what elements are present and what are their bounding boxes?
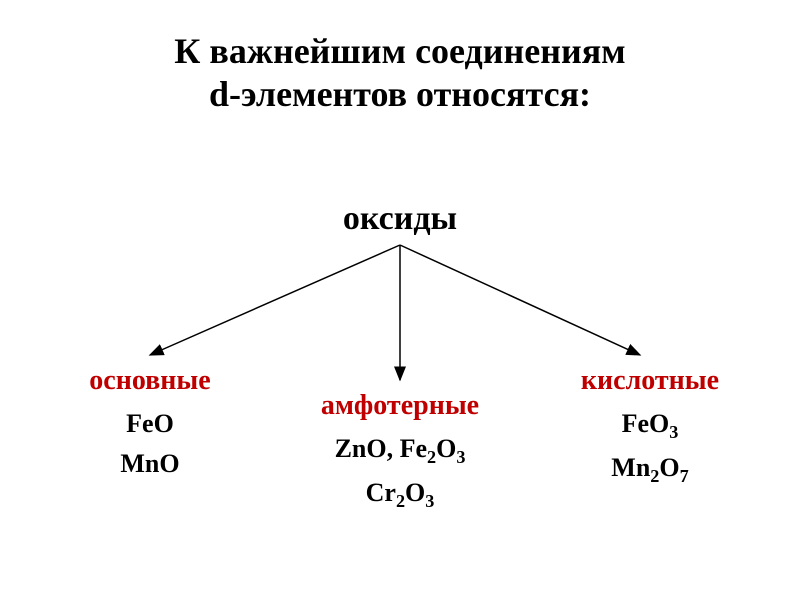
branch-amphoteric: амфотерные ZnO, Fe2O3 Cr2O3 — [310, 390, 490, 522]
branch-acidic-heading: кислотные — [555, 365, 745, 397]
branch-basic: основные FeO MnO — [60, 365, 240, 489]
branch-basic-heading: основные — [60, 365, 240, 397]
title-line-2: d-элементов относятся: — [209, 74, 591, 114]
title-line-1: К важнейшим соединениям — [174, 31, 625, 71]
formula-mno: MnO — [60, 449, 240, 479]
branch-amphoteric-heading: амфотерные — [310, 390, 490, 422]
center-label: оксиды — [0, 200, 800, 238]
branch-acidic: кислотные FeO3 Mn2O7 — [555, 365, 745, 497]
slide-title: К важнейшим соединениям d-элементов отно… — [0, 30, 800, 116]
formula-mn2o7: Mn2O7 — [555, 453, 745, 487]
formula-feo: FeO — [60, 409, 240, 439]
formula-cr2o3: Cr2O3 — [310, 478, 490, 512]
formula-feo3: FeO3 — [555, 409, 745, 443]
formula-zno-fe2o3: ZnO, Fe2O3 — [310, 434, 490, 468]
